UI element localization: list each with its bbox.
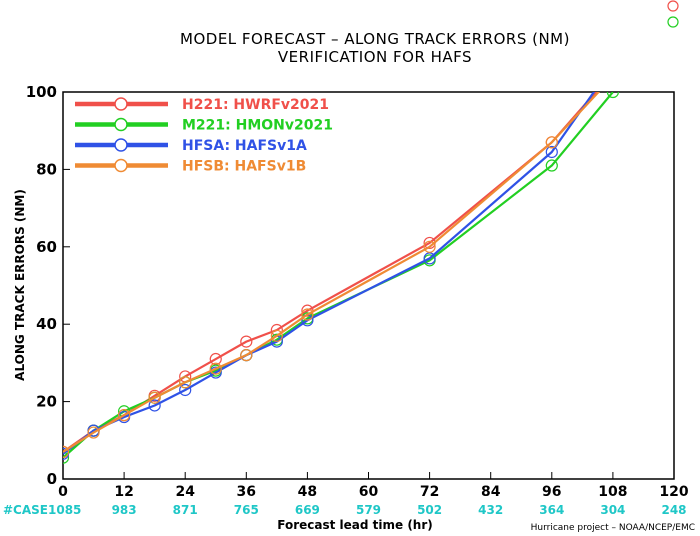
data-point <box>545 136 558 149</box>
data-point <box>148 399 161 412</box>
data-point <box>63 445 70 459</box>
legend-label: H221: HWRFv2021 <box>182 97 329 113</box>
data-point <box>606 92 619 99</box>
series-layer <box>63 92 619 464</box>
red-circle-marker <box>667 0 679 12</box>
plot-area <box>62 91 675 480</box>
legend-label: HFSB: HAFSv1B <box>182 159 306 175</box>
x-tick-label: 48 <box>298 484 317 500</box>
data-point <box>423 252 436 265</box>
data-point <box>545 159 558 172</box>
data-point <box>117 409 131 422</box>
legend-swatch-marker <box>114 117 128 132</box>
y-tick-label: 100 <box>26 83 57 101</box>
x-tick-label: 24 <box>175 484 195 500</box>
x-axis-label: Forecast lead time (hr) <box>277 518 433 532</box>
x-tick-label: 108 <box>598 484 627 500</box>
legend: H221: HWRFv2021 M221: HMONv2021 HFSA: HAFS… <box>75 97 333 175</box>
series-group <box>63 92 598 459</box>
credit-text: Hurricane project – NOAA/NCEP/EMC <box>531 523 695 533</box>
case-count: 871 <box>173 503 198 517</box>
data-point <box>301 308 314 321</box>
series-group <box>63 92 601 459</box>
case-count: 579 <box>356 503 381 517</box>
y-tick-label: 0 <box>47 470 57 488</box>
case-count: 983 <box>112 503 137 517</box>
legend-swatch-marker <box>114 138 128 152</box>
data-point <box>209 366 222 379</box>
x-tick-label: 84 <box>481 484 501 500</box>
data-point <box>179 383 192 397</box>
legend-swatch-marker <box>114 158 128 173</box>
case-count: 364 <box>539 503 564 517</box>
y-tick-label: 80 <box>36 160 57 178</box>
case-count: 502 <box>417 503 442 517</box>
legend-label: HFSA: HAFSv1A <box>182 138 307 154</box>
data-point <box>209 352 222 366</box>
y-tick-label: 20 <box>36 393 57 411</box>
legend-label: M221: HMONv2021 <box>182 118 333 134</box>
data-point <box>240 349 253 362</box>
ticks-layer: 0 12 983 24 871 36 765 48 669 60 579 72 502 84 432 96 36… <box>26 83 689 517</box>
green-circle-marker <box>667 16 679 28</box>
case-count: 304 <box>600 503 625 517</box>
series-line <box>63 92 601 453</box>
x-tick-label: 60 <box>359 484 379 500</box>
y-axis-label: ALONG TRACK ERRORS (NM) <box>13 189 27 381</box>
x-tick-label: 12 <box>114 484 133 500</box>
case-label: #CASE1085 <box>3 503 81 517</box>
x-tick-label: 96 <box>542 484 561 500</box>
case-count: 248 <box>661 503 686 517</box>
case-count: 765 <box>234 503 259 517</box>
case-count: 432 <box>478 503 503 517</box>
x-tick-label: 120 <box>659 484 688 500</box>
data-point <box>270 329 283 342</box>
data-point <box>87 426 100 439</box>
data-point <box>423 240 436 253</box>
chart-subtitle: VERIFICATION FOR HAFS <box>278 48 472 66</box>
chart-title: MODEL FORECAST – ALONG TRACK ERRORS (NM) <box>180 30 570 48</box>
y-tick-label: 40 <box>36 315 57 333</box>
y-tick-label: 60 <box>36 238 57 256</box>
data-point <box>179 376 192 389</box>
series-line <box>63 92 598 453</box>
data-point <box>545 145 558 159</box>
data-point <box>240 335 253 348</box>
x-tick-label: 36 <box>237 484 256 500</box>
data-point <box>63 451 70 464</box>
data-point <box>209 362 222 375</box>
x-tick-label: 0 <box>58 484 68 500</box>
case-count: 669 <box>295 503 320 517</box>
legend-swatch-marker <box>114 97 128 111</box>
x-tick-label: 72 <box>420 484 439 500</box>
data-point <box>148 391 161 404</box>
